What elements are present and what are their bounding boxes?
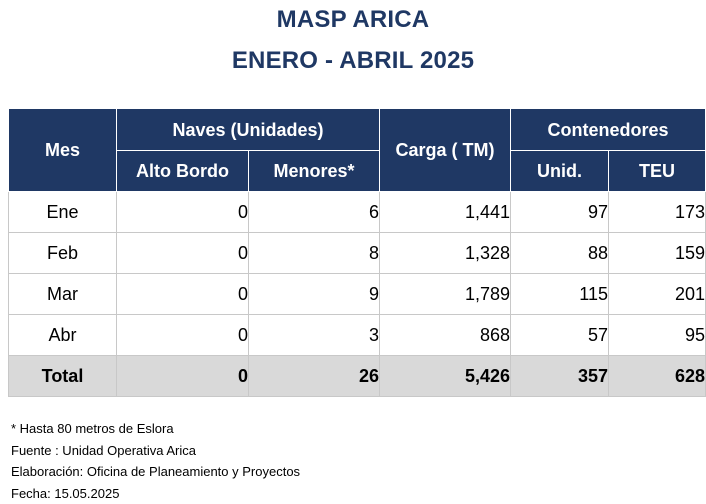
- total-alto-bordo: 0: [116, 355, 249, 397]
- cell-carga: 1,789: [379, 273, 511, 315]
- cell-teu: 201: [608, 273, 706, 315]
- total-unid: 357: [510, 355, 609, 397]
- cell-menores: 8: [248, 232, 380, 274]
- header-alto-bordo: Alto Bordo: [116, 150, 249, 192]
- source-note: Fuente : Unidad Operativa Arica: [11, 442, 196, 458]
- cell-alto-bordo: 0: [116, 273, 249, 315]
- table-row: Abr 0 3 868 57 95: [8, 314, 706, 356]
- cell-unid: 97: [510, 191, 609, 233]
- total-teu: 628: [608, 355, 706, 397]
- header-menores: Menores*: [248, 150, 380, 192]
- cell-alto-bordo: 0: [116, 314, 249, 356]
- header-contenedores: Contenedores: [510, 108, 706, 151]
- footnote-eslora: * Hasta 80 metros de Eslora: [11, 421, 174, 436]
- total-label: Total: [8, 355, 117, 397]
- prepared-by-note: Elaboración: Oficina de Planeamiento y P…: [11, 464, 301, 479]
- date-note: Fecha: 15.05.2025: [11, 485, 120, 501]
- footnotes: * Hasta 80 metros de Eslora Fuente : Uni…: [11, 418, 300, 504]
- page-title: MASP ARICA: [276, 6, 430, 33]
- cell-menores: 3: [248, 314, 380, 356]
- cell-menores: 6: [248, 191, 380, 233]
- cell-alto-bordo: 0: [116, 232, 249, 274]
- header-mes: Mes: [8, 108, 117, 192]
- cell-teu: 95: [608, 314, 706, 356]
- total-carga: 5,426: [379, 355, 511, 397]
- subheader-row: Alto Bordo Menores* Unid. TEU: [9, 150, 706, 192]
- cell-carga: 868: [379, 314, 511, 356]
- header-naves: Naves (Unidades): [116, 108, 380, 151]
- cell-carga: 1,328: [379, 232, 511, 274]
- table-row: Mar 0 9 1,789 115 201: [8, 273, 706, 315]
- statistics-table: Mes Naves (Unidades) Carga ( TM) Contene…: [8, 108, 706, 397]
- header-unid: Unid.: [510, 150, 609, 192]
- cell-mes: Feb: [8, 232, 117, 274]
- cell-unid: 57: [510, 314, 609, 356]
- cell-teu: 173: [608, 191, 706, 233]
- page-subtitle: ENERO - ABRIL 2025: [231, 47, 475, 74]
- cell-menores: 9: [248, 273, 380, 315]
- cell-teu: 159: [608, 232, 706, 274]
- header-teu: TEU: [608, 150, 706, 192]
- header-carga: Carga ( TM): [379, 108, 511, 192]
- total-row: Total 0 26 5,426 357 628: [8, 355, 706, 397]
- total-menores: 26: [248, 355, 380, 397]
- table-row: Ene 0 6 1,441 97 173: [8, 191, 706, 233]
- header-row: Mes Naves (Unidades) Carga ( TM) Contene…: [8, 108, 706, 192]
- cell-unid: 88: [510, 232, 609, 274]
- cell-alto-bordo: 0: [116, 191, 249, 233]
- cell-mes: Mar: [8, 273, 117, 315]
- cell-carga: 1,441: [379, 191, 511, 233]
- cell-mes: Abr: [8, 314, 117, 356]
- table-row: Feb 0 8 1,328 88 159: [8, 232, 706, 274]
- cell-mes: Ene: [8, 191, 117, 233]
- cell-unid: 115: [510, 273, 609, 315]
